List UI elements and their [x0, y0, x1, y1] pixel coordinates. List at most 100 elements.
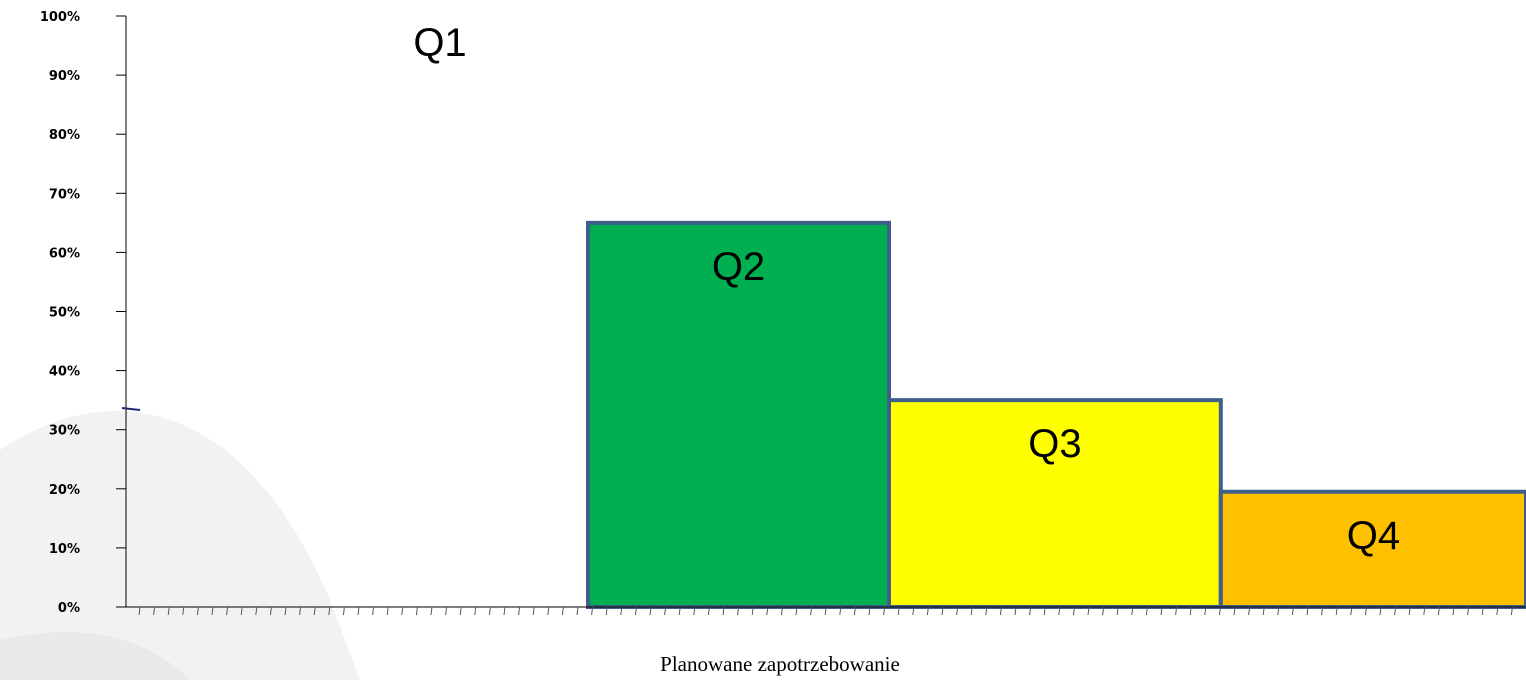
x-minor-tick	[1277, 606, 1280, 616]
y-tick-label: 60%	[49, 246, 80, 261]
bar-q4	[1218, 489, 1526, 610]
x-minor-tick	[664, 606, 667, 616]
x-minor-tick	[737, 606, 740, 616]
x-minor-tick	[853, 606, 856, 616]
x-minor-tick	[1175, 606, 1178, 616]
x-minor-tick	[269, 606, 272, 616]
x-minor-tick	[182, 606, 185, 616]
x-minor-tick	[328, 606, 331, 616]
y-tick-label: 0%	[58, 601, 80, 616]
x-minor-tick	[401, 606, 404, 616]
x-minor-tick	[926, 606, 929, 616]
x-minor-tick	[226, 606, 229, 616]
x-minor-tick	[1408, 606, 1411, 616]
x-minor-tick	[1452, 606, 1455, 616]
x-minor-tick	[299, 606, 302, 616]
bar-label-q4: Q4	[1347, 514, 1400, 558]
x-minor-tick	[605, 606, 608, 616]
x-minor-tick	[561, 606, 564, 616]
x-minor-tick	[1394, 606, 1397, 616]
x-minor-tick	[956, 606, 959, 616]
x-minor-tick	[722, 606, 725, 616]
x-minor-tick	[459, 606, 462, 616]
x-minor-tick	[912, 606, 915, 616]
x-minor-tick	[634, 606, 637, 616]
x-minor-tick	[941, 606, 944, 616]
y-axis-marker	[121, 407, 141, 412]
x-minor-tick	[1467, 606, 1470, 616]
x-minor-tick	[153, 606, 156, 616]
x-minor-tick	[897, 606, 900, 616]
x-minor-tick	[1233, 606, 1236, 616]
x-minor-tick	[707, 606, 710, 616]
x-minor-tick	[883, 606, 886, 616]
x-minor-tick	[342, 606, 345, 616]
x-minor-tick	[678, 606, 681, 616]
x-minor-tick	[474, 606, 477, 616]
x-minor-tick	[1510, 606, 1513, 616]
x-minor-tick	[138, 606, 141, 616]
x-minor-tick	[503, 606, 506, 616]
x-minor-tick	[576, 606, 579, 616]
x-minor-tick	[415, 606, 418, 616]
x-minor-tick	[1160, 606, 1163, 616]
x-minor-tick	[488, 606, 491, 616]
x-minor-tick	[1248, 606, 1251, 616]
x-minor-tick	[255, 606, 258, 616]
y-tick-label: 80%	[49, 128, 80, 143]
x-minor-tick	[240, 606, 243, 616]
x-minor-tick	[196, 606, 199, 616]
x-minor-tick	[1379, 606, 1382, 616]
x-minor-tick	[1481, 606, 1484, 616]
x-minor-tick	[1364, 606, 1367, 616]
y-axis: 0% 10% 20% 30% 40% 50% 60% 70% 80% 90% 100%	[40, 10, 141, 616]
x-minor-tick	[693, 606, 696, 616]
x-axis-label: Planowane zapotrzebowanie	[660, 652, 900, 676]
bar-q3	[887, 398, 1223, 609]
x-minor-tick	[386, 606, 389, 616]
x-minor-tick	[1102, 606, 1105, 616]
bar-label-q2: Q2	[712, 245, 765, 289]
x-minor-tick	[868, 606, 871, 616]
x-minor-tick	[1218, 606, 1221, 616]
x-minor-tick	[1350, 606, 1353, 616]
x-minor-tick	[1145, 606, 1148, 616]
x-minor-tick	[1043, 606, 1046, 616]
x-minor-tick	[357, 606, 360, 616]
x-minor-tick	[1496, 606, 1499, 616]
y-tick-label: 70%	[49, 187, 80, 202]
y-tick-label: 30%	[49, 424, 80, 439]
x-minor-tick	[1262, 606, 1265, 616]
y-tick-label: 20%	[49, 483, 80, 498]
x-minor-tick	[1437, 606, 1440, 616]
x-minor-tick	[1204, 606, 1207, 616]
y-tick-label: 50%	[49, 306, 80, 321]
y-tick-label: 90%	[49, 69, 80, 84]
x-minor-tick	[1116, 606, 1119, 616]
x-minor-tick	[620, 606, 623, 616]
x-minor-tick	[1189, 606, 1192, 616]
x-minor-tick	[839, 606, 842, 616]
x-minor-tick	[1291, 606, 1294, 616]
x-minor-tick	[766, 606, 769, 616]
x-minor-tick	[1131, 606, 1134, 616]
x-minor-tick	[445, 606, 448, 616]
y-tick-label: 10%	[49, 542, 80, 557]
x-minor-tick	[1306, 606, 1309, 616]
x-minor-tick	[810, 606, 813, 616]
x-minor-tick	[430, 606, 433, 616]
x-minor-tick	[518, 606, 521, 616]
bar-label-q1: Q1	[413, 21, 466, 65]
x-minor-tick	[1087, 606, 1090, 616]
x-minor-tick	[1029, 606, 1032, 616]
x-minor-tick	[1321, 606, 1324, 616]
x-minor-tick	[795, 606, 798, 616]
x-axis	[126, 606, 1526, 616]
x-minor-tick	[1058, 606, 1061, 616]
x-minor-tick	[313, 606, 316, 616]
x-minor-tick	[985, 606, 988, 616]
x-minor-tick	[999, 606, 1002, 616]
x-minor-tick	[167, 606, 170, 616]
